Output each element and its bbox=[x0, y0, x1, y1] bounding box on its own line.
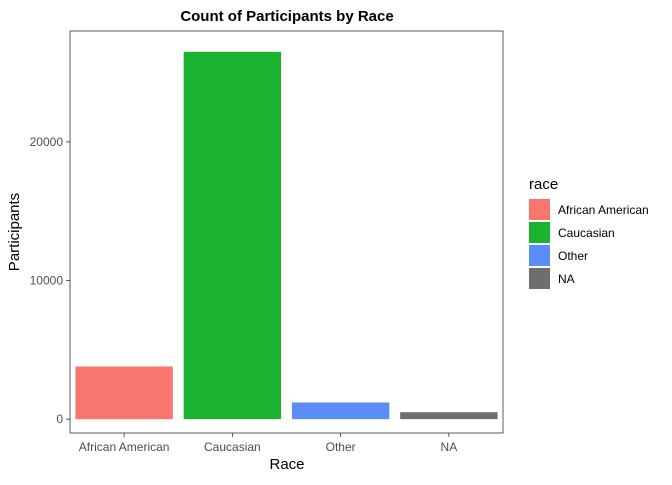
bar-3 bbox=[400, 412, 498, 420]
legend-key-3 bbox=[529, 268, 550, 289]
chart-title: Count of Participants by Race bbox=[180, 8, 393, 25]
legend-label: African American bbox=[558, 203, 649, 217]
x-axis-ticks: African American Caucasian Other NA bbox=[79, 433, 457, 454]
legend-key-2 bbox=[529, 245, 550, 266]
y-axis-ticks: 0 10000 20000 bbox=[30, 135, 70, 426]
x-tick-label: NA bbox=[441, 440, 458, 454]
legend-title: race bbox=[529, 176, 558, 193]
y-tick-label: 10000 bbox=[30, 274, 64, 288]
y-tick-label: 0 bbox=[56, 412, 63, 426]
legend-label: NA bbox=[558, 272, 575, 286]
bars bbox=[75, 51, 498, 420]
x-tick-label: Other bbox=[326, 440, 356, 454]
y-axis-title: Participants bbox=[6, 193, 23, 271]
legend-key-0 bbox=[529, 199, 550, 220]
bar-0 bbox=[75, 366, 173, 420]
legend-label: Caucasian bbox=[558, 226, 615, 240]
legend-items: African American Caucasian Other NA bbox=[529, 199, 649, 289]
y-tick-label: 20000 bbox=[30, 135, 64, 149]
bar-1 bbox=[183, 51, 282, 420]
x-tick-label: African American bbox=[79, 440, 170, 454]
x-axis-title: Race bbox=[269, 456, 304, 473]
plot-panel bbox=[69, 30, 504, 434]
legend-key-1 bbox=[529, 222, 550, 243]
x-tick-label: Caucasian bbox=[204, 440, 261, 454]
legend-label: Other bbox=[558, 249, 588, 263]
bar-2 bbox=[291, 402, 390, 420]
legend: race African American Caucasian Other NA bbox=[529, 176, 649, 289]
